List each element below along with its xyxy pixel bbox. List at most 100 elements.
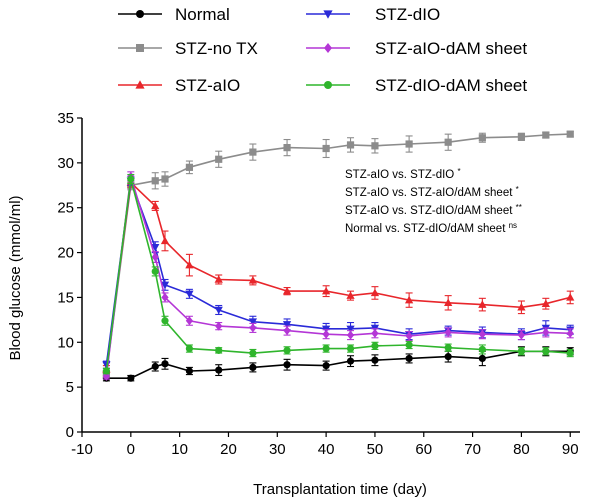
data-point <box>185 316 194 326</box>
data-point <box>541 299 550 307</box>
legend-item: STZ-dIO <box>306 5 440 24</box>
series-stz-aio-dam-sheet <box>102 171 574 381</box>
data-point <box>444 353 452 361</box>
data-point <box>249 363 257 372</box>
y-tick-label: 10 <box>57 334 74 351</box>
y-axis-label: Blood glucose (mmol/ml) <box>7 195 24 360</box>
annotation-line: Normal vs. STZ-dIO/dAM sheet ns <box>345 221 517 235</box>
data-point <box>444 138 452 146</box>
x-tick-label: 0 <box>127 441 135 458</box>
data-point <box>249 349 257 357</box>
data-point <box>151 362 159 371</box>
data-point <box>324 81 332 89</box>
data-point <box>444 298 453 307</box>
series-normal <box>102 346 574 382</box>
data-point <box>346 141 355 149</box>
data-point <box>566 349 574 357</box>
data-point <box>151 201 160 210</box>
data-point <box>405 341 413 349</box>
data-point <box>161 175 169 183</box>
data-point <box>283 361 291 369</box>
data-point <box>371 342 379 350</box>
legend-label: STZ-aIO <box>175 76 240 95</box>
legend-item: STZ-no TX <box>118 39 258 58</box>
data-point <box>346 325 355 334</box>
y-tick-label: 20 <box>57 245 74 262</box>
data-point <box>517 302 526 311</box>
data-point <box>185 260 194 269</box>
annotation-line: STZ-aIO vs. STZ-dIO * <box>345 167 461 181</box>
data-point <box>249 148 257 156</box>
x-tick-label: 40 <box>318 441 335 458</box>
data-point <box>371 142 379 150</box>
data-point <box>444 344 452 352</box>
data-point <box>566 130 574 138</box>
data-point <box>215 321 223 331</box>
data-point <box>566 328 574 338</box>
data-point <box>248 318 258 326</box>
data-point <box>322 362 330 370</box>
legend-label: Normal <box>175 5 230 24</box>
series-line <box>106 350 571 380</box>
data-point <box>248 276 258 284</box>
data-point <box>127 374 135 382</box>
data-point <box>405 140 413 148</box>
data-point <box>102 367 111 375</box>
data-point <box>346 291 355 299</box>
data-point <box>160 281 170 290</box>
data-point <box>249 323 257 333</box>
series-stz-no-tx <box>102 130 574 378</box>
legend-item: STZ-aIO-dAM sheet <box>306 39 527 58</box>
data-point <box>478 345 486 354</box>
y-tick-label: 35 <box>57 110 74 127</box>
legend: Normal STZ-no TX STZ-aIO STZ-dIO STZ-aIO-dAM… <box>118 5 527 95</box>
data-point <box>283 346 291 354</box>
data-point <box>283 144 291 152</box>
data-point <box>323 10 333 19</box>
data-point <box>151 267 159 276</box>
data-point <box>127 175 135 183</box>
data-point <box>346 344 355 353</box>
data-point <box>404 295 414 304</box>
x-tick-label: 50 <box>367 441 384 458</box>
data-point <box>185 163 194 171</box>
annotation-text: STZ-aIO vs. STZ-dIO <box>345 169 457 181</box>
data-point <box>185 344 194 353</box>
data-point <box>517 347 526 355</box>
data-point <box>322 329 330 339</box>
data-point <box>151 243 160 252</box>
x-tick-label: 70 <box>464 441 481 458</box>
data-point <box>478 300 487 308</box>
series-stz-dio-dam-sheet <box>102 173 574 375</box>
x-tick-label: 30 <box>269 441 286 458</box>
data-point <box>214 275 223 283</box>
data-point <box>478 354 486 363</box>
y-tick-label: 30 <box>57 155 74 172</box>
data-point <box>321 286 331 295</box>
x-axis-label: Transplantation time (day) <box>253 481 427 498</box>
x-tick-label: 80 <box>513 441 530 458</box>
data-point <box>161 292 169 302</box>
data-point <box>370 288 380 297</box>
legend-item: Normal <box>118 5 230 24</box>
data-point <box>517 133 526 141</box>
data-point <box>371 328 379 338</box>
significance-marker: * <box>457 167 460 176</box>
data-point <box>542 347 550 355</box>
annotation-line: STZ-aIO vs. STZ-dIO/dAM sheet ** <box>345 203 522 217</box>
data-point <box>185 367 194 375</box>
data-point <box>542 327 550 337</box>
legend-label: STZ-dIO-dAM sheet <box>375 76 527 95</box>
significance-marker: ** <box>516 203 522 212</box>
data-point <box>566 293 575 301</box>
data-point <box>405 354 413 363</box>
data-point <box>161 317 169 325</box>
data-point <box>444 327 452 337</box>
data-point <box>283 326 291 336</box>
data-point <box>135 80 145 89</box>
x-tick-label: 10 <box>171 441 188 458</box>
y-tick-label: 15 <box>57 289 74 306</box>
